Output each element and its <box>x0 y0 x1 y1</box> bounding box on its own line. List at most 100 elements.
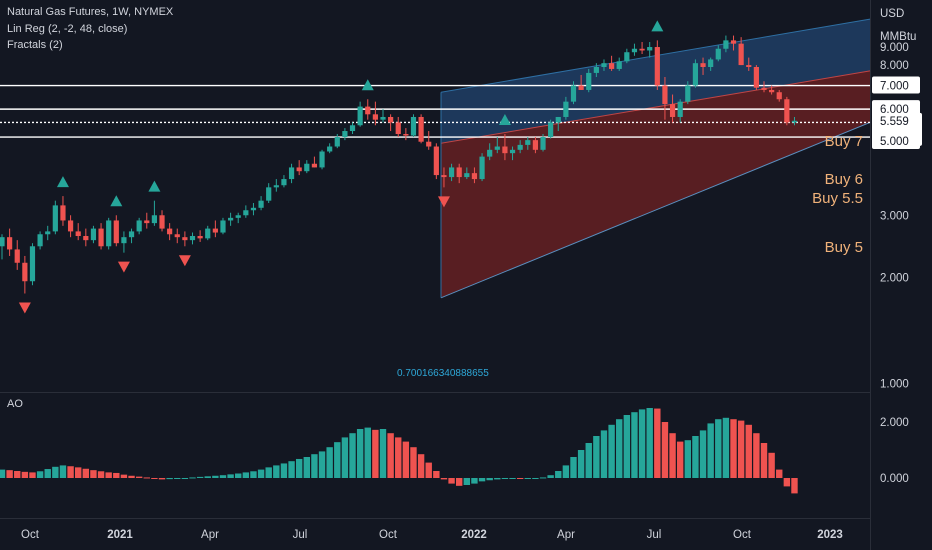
candle-body <box>372 114 378 120</box>
fractal-up-marker <box>148 180 161 192</box>
ao-bar <box>555 471 562 478</box>
ao-bar <box>235 473 242 478</box>
ao-bar <box>585 443 592 478</box>
ao-bar <box>623 415 631 478</box>
channel-deviation-label: 0.700166340888655 <box>397 368 489 379</box>
ao-bar <box>128 475 135 478</box>
ao-bar <box>174 478 181 479</box>
ao-bar <box>59 465 67 478</box>
fractal-down-marker <box>437 196 450 208</box>
candle-body <box>471 173 478 180</box>
ao-legend[interactable]: AO <box>7 398 23 410</box>
ao-bar <box>577 450 585 478</box>
candle-body <box>448 167 455 178</box>
price-pane[interactable]: 0.700166340888655 Buy 7 Buy 6 Buy 5.5 Buy 5 <box>0 0 871 550</box>
pane-separator <box>0 392 870 393</box>
candle-body <box>60 205 66 221</box>
ao-bar <box>166 478 173 480</box>
ao-bar <box>67 466 74 478</box>
price-tick: 9.000 <box>880 42 909 54</box>
candle-body <box>715 48 721 60</box>
candle-body <box>631 48 638 53</box>
candle-body <box>228 217 234 221</box>
ao-bar <box>562 465 570 478</box>
candle-body <box>136 220 142 232</box>
ao-bar <box>82 468 90 478</box>
candle-body <box>182 237 188 241</box>
fractal-up-marker <box>651 20 664 32</box>
ao-bar <box>616 419 623 478</box>
candle-body <box>22 262 28 282</box>
ao-bar <box>707 423 714 478</box>
buy-label: Buy 6 <box>825 171 863 188</box>
ao-bar <box>311 454 318 478</box>
candle-body <box>327 146 333 152</box>
ao-bar <box>471 478 478 484</box>
ao-bar <box>516 478 524 479</box>
linreg-legend[interactable]: Lin Reg (2, -2, 48, close) <box>7 23 128 35</box>
time-tick: Apr <box>201 529 219 541</box>
ao-bar <box>463 478 471 485</box>
candle-body <box>296 167 302 172</box>
price-axis[interactable]: USDMMBtu9.0008.0003.0002.0001.0007.0006.… <box>872 8 922 485</box>
candle-body <box>144 220 150 224</box>
symbol-title[interactable]: Natural Gas Futures, 1W, NYMEX <box>7 6 174 18</box>
candle-body <box>266 187 272 201</box>
candle-body <box>700 63 706 67</box>
tag-level-7: 7.000 <box>880 81 909 93</box>
ao-bar <box>478 478 486 482</box>
ao-bar <box>280 463 288 478</box>
candle-body <box>174 234 180 238</box>
ao-pane <box>0 408 798 494</box>
ao-bar <box>204 476 211 478</box>
ao-bar <box>143 477 150 479</box>
fractal-down-marker <box>18 302 31 314</box>
ao-bar <box>791 478 798 494</box>
ao-bar <box>425 462 432 478</box>
ao-bar <box>0 469 6 478</box>
fractal-up-marker <box>498 114 511 126</box>
candle-body <box>609 63 615 69</box>
ao-bar <box>760 443 768 478</box>
candle-body <box>334 137 340 147</box>
candle-body <box>708 59 714 67</box>
price-tick: 1.000 <box>880 379 909 391</box>
ao-bar <box>768 452 775 478</box>
candle-body <box>37 234 43 247</box>
ao-bar <box>395 437 402 478</box>
candle-body <box>357 106 363 126</box>
time-axis[interactable]: Oct 2021 Apr Jul Oct 2022 Apr Jul Oct 2023 <box>21 529 843 541</box>
candle-body <box>410 116 417 136</box>
ao-bar <box>547 475 554 478</box>
ao-bar <box>402 441 410 478</box>
ao-tick: 2.000 <box>880 417 909 429</box>
ao-bar <box>318 451 326 478</box>
candle-body <box>532 140 538 150</box>
ao-bar <box>196 476 204 478</box>
ao-bar <box>364 427 371 478</box>
ao-bar <box>97 471 105 478</box>
ao-bar <box>356 429 364 478</box>
candle-body <box>380 116 386 120</box>
candle-body <box>662 85 668 105</box>
candle-body <box>730 40 737 44</box>
time-tick: Jul <box>293 529 308 541</box>
candle-body <box>106 220 112 247</box>
ao-bar <box>120 474 128 478</box>
candle-body <box>517 144 523 150</box>
candle-body <box>220 220 226 233</box>
candle-body <box>502 146 508 154</box>
candle-body <box>738 43 744 66</box>
candle-body <box>479 156 485 180</box>
candle-body <box>250 207 257 211</box>
candle-body <box>593 66 599 73</box>
candle-body <box>75 231 81 237</box>
time-tick: Apr <box>557 529 575 541</box>
candle-body <box>601 63 607 67</box>
candle-body <box>342 131 348 138</box>
fractals-legend[interactable]: Fractals (2) <box>7 39 63 51</box>
ao-bar <box>189 477 196 479</box>
price-tick: 8.000 <box>880 60 909 72</box>
ao-bar <box>288 461 295 478</box>
